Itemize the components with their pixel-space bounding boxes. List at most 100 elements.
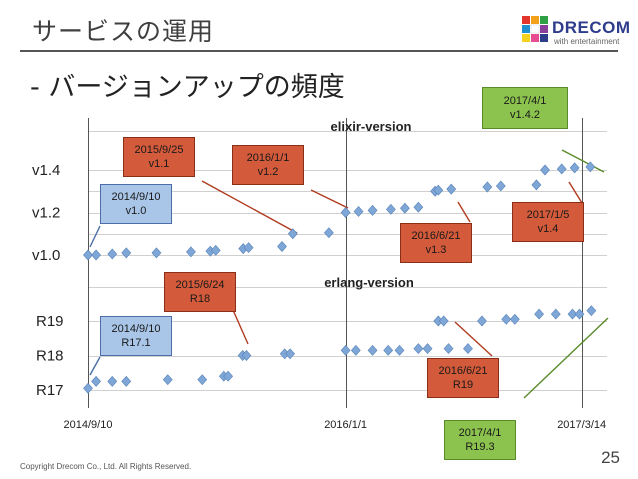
- elixir-data-point: [353, 205, 364, 217]
- erlang-y-tick-label: R18: [36, 348, 64, 365]
- callout-line: v1.4.2: [510, 109, 540, 121]
- callout-line: R17.1: [121, 337, 151, 349]
- elixir-data-point: [433, 184, 444, 196]
- erlang-data-point: [241, 350, 252, 361]
- elixir-data-point: [531, 179, 542, 191]
- erlang-data-point: [586, 305, 597, 317]
- y-tick-labels: v1.0 v1.2 v1.4 R17 R18 R19: [32, 162, 64, 399]
- callout-line: 2017/4/1: [503, 95, 547, 107]
- title-rule: [20, 50, 618, 52]
- callout-line: 2017/4/1: [458, 427, 502, 439]
- callout-c7: 2015/6/24 R18: [164, 272, 236, 312]
- page-number: 25: [601, 448, 620, 467]
- erlang-data-point: [367, 344, 378, 356]
- callout-line: 2014/9/10: [111, 323, 161, 335]
- callout-c5: 2017/1/5 v1.4: [512, 202, 584, 242]
- callout-leader-line: [310, 189, 349, 209]
- callout-leader-line: [523, 317, 609, 399]
- callout-line: v1.2: [257, 166, 279, 178]
- callout-line: R19.3: [465, 441, 495, 453]
- elixir-data-point: [446, 183, 457, 195]
- logo-subtitle: with entertainment: [554, 37, 620, 46]
- erlang-data-point: [574, 308, 585, 320]
- callout-line: 2016/6/21: [411, 230, 461, 242]
- x-tick-labels: 2014/9/10 2016/1/1 2017/3/14: [64, 419, 607, 431]
- elixir-y-tick-label: v1.2: [32, 205, 60, 222]
- erlang-y-tick-label: R19: [36, 313, 64, 330]
- elixir-data-point: [324, 227, 334, 239]
- callout-leader-lines: [89, 149, 609, 399]
- logo-mark-icon: [522, 16, 548, 42]
- callout-leader-line: [201, 180, 298, 234]
- erlang-data-point: [83, 382, 93, 394]
- erlang-data-point: [350, 344, 361, 356]
- elixir-data-point: [186, 246, 196, 258]
- erlang-data-point: [443, 343, 454, 355]
- erlang-data-point: [509, 313, 520, 325]
- x-tick-label: 2016/1/1: [324, 419, 367, 431]
- erlang-data-point: [413, 343, 424, 355]
- erlang-data-point: [463, 343, 473, 355]
- erlang-data-point: [285, 348, 296, 360]
- elixir-data-point: [107, 248, 118, 260]
- elixir-data-point: [482, 181, 493, 193]
- callout-line: R18: [189, 293, 211, 305]
- elixir-data-point: [585, 161, 596, 173]
- elixir-y-tick-label: v1.4: [32, 162, 60, 179]
- bullet-heading: - バージョンアップの頻度: [30, 72, 345, 103]
- erlang-data-point: [438, 315, 449, 327]
- copyright-footer: Copyright Drecom Co., Ltd. All Rights Re…: [20, 462, 192, 471]
- erlang-y-tick-label: R17: [36, 382, 64, 399]
- elixir-data-point: [151, 247, 162, 259]
- elixir-data-point: [287, 228, 298, 240]
- erlang-data-point: [534, 308, 544, 320]
- elixir-data-point: [399, 202, 410, 214]
- slide-title: サービスの運用: [32, 17, 215, 46]
- elixir-data-point: [91, 249, 101, 261]
- erlang-data-point: [567, 308, 578, 320]
- callout-leader-line: [457, 201, 471, 223]
- x-gridlines: [88, 118, 583, 408]
- elixir-data-point: [367, 204, 378, 216]
- callout-c8: 2014/9/10 R17.1: [100, 316, 172, 356]
- elixir-chart-title: elixir-version: [331, 119, 412, 134]
- callout-line: v1.3: [425, 244, 447, 256]
- elixir-data-point: [243, 242, 254, 254]
- elixir-data-point: [540, 164, 550, 176]
- erlang-data-point: [550, 308, 561, 320]
- elixir-data-point: [83, 249, 93, 261]
- elixir-series: [83, 161, 596, 261]
- callout-leader-line: [89, 356, 101, 376]
- callout-line: v1.0: [125, 205, 147, 217]
- elixir-data-point: [413, 201, 424, 213]
- callout-leader-line: [232, 309, 249, 345]
- elixir-data-point: [385, 203, 396, 215]
- erlang-data-point: [162, 374, 173, 386]
- erlang-data-point: [422, 343, 433, 355]
- elixir-data-point: [495, 180, 506, 192]
- elixir-data-point: [121, 247, 132, 259]
- callout-leader-line: [561, 149, 605, 173]
- erlang-data-point: [197, 374, 208, 386]
- callout-line: R19: [452, 379, 474, 391]
- callout-c6: 2017/4/1 v1.4.2: [482, 87, 568, 129]
- erlang-series: [83, 305, 597, 394]
- callout-line: 2015/9/25: [134, 144, 184, 156]
- erlang-data-point: [91, 375, 101, 387]
- elixir-data-point: [210, 244, 221, 256]
- elixir-data-point: [556, 163, 567, 175]
- elixir-data-point: [277, 241, 287, 252]
- callout-c10: 2017/4/1 R19.3: [444, 420, 516, 460]
- erlang-data-point: [223, 370, 234, 382]
- callout-leader-line: [89, 225, 101, 248]
- x-tick-label: 2014/9/10: [64, 419, 113, 431]
- erlang-data-point: [383, 344, 394, 356]
- callout-line: v1.1: [148, 158, 170, 170]
- erlang-chart-title: erlang-version: [324, 275, 414, 290]
- callout-line: 2015/6/24: [175, 279, 225, 291]
- callout-c4: 2016/6/21 v1.3: [400, 223, 472, 263]
- elixir-data-point: [569, 162, 580, 174]
- callout-line: 2016/6/21: [438, 365, 488, 377]
- erlang-data-point: [107, 375, 118, 387]
- x-tick-label: 2017/3/14: [557, 419, 606, 431]
